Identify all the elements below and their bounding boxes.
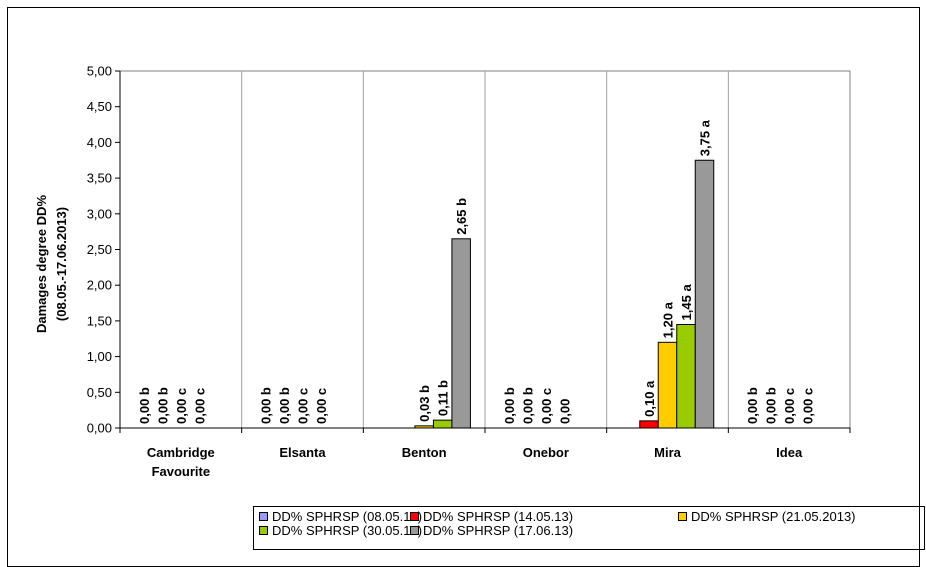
data-label: 3,75 a (698, 119, 713, 156)
y-tick-label: 2,50 (87, 242, 112, 257)
legend-label: DD% SPHRSP (14.05.13) (423, 509, 574, 524)
y-axis-label-2: (08.05.-17.06.2013) (54, 207, 69, 321)
gridlines (119, 70, 851, 429)
x-category-label: Mira (654, 445, 682, 460)
data-label: 0,00 c (801, 388, 816, 424)
data-label: 0,00 b (277, 387, 292, 424)
y-axis-label: Damages degree DD% (34, 195, 49, 333)
y-tick-label: 3,00 (87, 206, 112, 221)
legend-label: DD% SPHRSP (08.05.13) (272, 509, 423, 524)
data-label: 0,00 (557, 399, 572, 424)
bar (451, 238, 471, 429)
y-tick-label: 3,50 (87, 171, 112, 186)
x-category-label: Elsanta (279, 445, 326, 460)
data-label: 1,45 a (679, 284, 694, 321)
bar (676, 323, 696, 429)
data-label: 0,00 c (192, 388, 207, 424)
y-tick-label: 1,50 (87, 313, 112, 328)
data-label: 2,65 b (454, 198, 469, 235)
data-label: 0,00 b (745, 387, 760, 424)
data-label: 0,00 c (539, 388, 554, 424)
y-tick-label: 0,00 (87, 421, 112, 436)
data-label: 1,20 a (661, 301, 676, 338)
data-label: 0,00 b (520, 387, 535, 424)
legend-swatch (259, 526, 268, 535)
y-tick-label: 5,00 (87, 64, 112, 79)
data-label: 0,10 a (642, 380, 657, 417)
x-tick-labels: Cambridge Favourite Elsanta Benton Onebor Mir… (147, 445, 803, 479)
y-tick-label: 0,50 (87, 385, 112, 400)
y-tick-label: 4,00 (87, 135, 112, 150)
legend-item: DD% SPHRSP (17.06.13) (410, 523, 573, 538)
y-tick-label: 4,50 (87, 99, 112, 114)
x-category-label: Favourite (152, 464, 211, 479)
legend-item: DD% SPHRSP (14.05.13) (410, 509, 573, 524)
bar-chart: 0,00 0,50 1,00 1,50 2,00 2,50 3,00 3,50 4,00 4,50… (34, 64, 851, 479)
data-label: 0,00 c (296, 388, 311, 424)
legend-swatch (678, 512, 687, 521)
legend-label: DD% SPHRSP (17.06.13) (423, 523, 574, 538)
legend-swatch (259, 512, 268, 521)
y-tick-label: 1,00 (87, 349, 112, 364)
data-label: 0,00 b (137, 387, 152, 424)
bar (657, 341, 678, 429)
legend-item: DD% SPHRSP (08.05.13) (259, 509, 422, 524)
x-category-label: Idea (776, 445, 803, 460)
data-label: 0,03 b (417, 385, 432, 422)
data-labels: 0,00 b 0,00 b 0,00 b 0,00 b0,00 b 0,00 b 0,00… (137, 119, 816, 424)
bar (639, 420, 659, 429)
legend-item: DD% SPHRSP (21.05.2013) (678, 509, 856, 524)
data-label: 0,00 c (314, 388, 329, 424)
legend-label: DD% SPHRSP (30.05.13) (272, 523, 423, 538)
y-tick-label: 2,00 (87, 278, 112, 293)
x-category-label: Onebor (523, 445, 569, 460)
bar (694, 159, 715, 429)
axes (115, 70, 851, 433)
data-label: 0,11 b (436, 380, 451, 416)
data-label: 0,00 c (174, 388, 189, 424)
legend-swatch (410, 512, 419, 521)
x-category-label: Cambridge (147, 445, 215, 460)
bar (432, 419, 453, 429)
legend: DD% SPHRSP (08.05.13) DD% SPHRSP (14.05.1… (253, 506, 925, 550)
y-tick-labels: 0,00 0,50 1,00 1,50 2,00 2,50 3,00 3,50 4,00 4,50… (87, 64, 112, 436)
data-label: 0,00 b (155, 387, 170, 424)
data-label: 0,00 b (259, 387, 274, 424)
data-label: 0,00 b (502, 387, 517, 424)
legend-label: DD% SPHRSP (21.05.2013) (691, 509, 856, 524)
data-label: 0,00 c (782, 388, 797, 424)
legend-swatch (410, 526, 419, 535)
x-category-label: Benton (402, 445, 447, 460)
legend-item: DD% SPHRSP (30.05.13) (259, 523, 422, 538)
data-label: 0,00 b (764, 387, 779, 424)
